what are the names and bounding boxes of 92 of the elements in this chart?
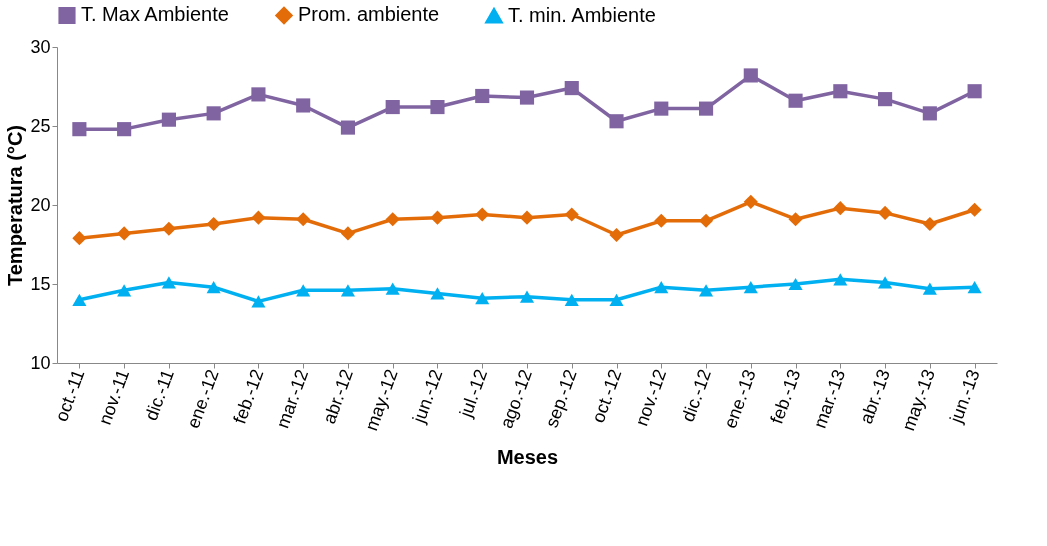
point [743, 194, 758, 209]
x-tick-label: nov.-11 [94, 366, 134, 428]
x-tick-label: jul.-12 [455, 366, 492, 421]
point [117, 226, 132, 241]
x-tick-label: dic.-11 [141, 366, 178, 424]
point [698, 284, 714, 297]
point [922, 282, 937, 295]
y-axis-title: Temperatura (°C) [4, 125, 27, 286]
x-tick-label: feb.-13 [766, 366, 805, 427]
x-tick-label: sep.-12 [541, 366, 581, 430]
point [296, 212, 311, 227]
point [117, 122, 132, 137]
point [788, 277, 803, 291]
point [206, 106, 221, 121]
point [475, 207, 490, 222]
x-tick-label: may.-12 [361, 366, 402, 434]
point [878, 276, 893, 289]
point [296, 284, 311, 297]
point [698, 213, 714, 228]
point [340, 226, 356, 241]
point [788, 212, 803, 227]
x-tick-label: jun.-13 [945, 366, 984, 427]
point [519, 210, 535, 225]
x-tick-label: ene.-12 [182, 366, 223, 431]
point [564, 293, 579, 306]
point [967, 281, 982, 294]
x-tick-label: mar.-13 [809, 366, 850, 431]
point [385, 99, 400, 115]
point [878, 92, 893, 107]
point [385, 282, 400, 295]
point [833, 201, 848, 216]
x-tick-label: may.-13 [898, 366, 939, 434]
point [967, 202, 982, 217]
point [967, 84, 982, 99]
point [72, 122, 87, 137]
point [251, 295, 266, 308]
point [609, 227, 624, 243]
point [161, 276, 176, 289]
x-tick-label: ago.-12 [496, 366, 536, 431]
point [788, 93, 803, 108]
point [340, 120, 356, 135]
point [430, 287, 445, 300]
x-tick-label: oct.-12 [587, 366, 626, 426]
y-tick-label: 20 [30, 194, 51, 215]
y-tick-label: 15 [30, 273, 51, 294]
y-tick-label: 30 [30, 36, 51, 57]
point [654, 213, 669, 228]
point [833, 84, 848, 99]
point [161, 221, 176, 236]
x-tick-label: oct.-11 [51, 366, 89, 425]
point [430, 99, 445, 115]
point [385, 212, 400, 227]
point [654, 281, 669, 294]
point [922, 216, 937, 232]
point [117, 284, 132, 297]
point [340, 284, 356, 297]
point [743, 281, 758, 294]
x-tick-label: nov.-12 [631, 366, 671, 429]
y-tick-label: 25 [30, 115, 51, 136]
point [251, 210, 266, 225]
point [475, 88, 490, 104]
point [72, 293, 87, 306]
point [475, 292, 490, 305]
point [72, 231, 87, 246]
point [698, 101, 714, 116]
point [430, 210, 445, 225]
x-tick-label: mar.-12 [272, 366, 313, 431]
point [654, 101, 669, 116]
x-tick-label: dic.-12 [677, 366, 715, 425]
x-tick-label: abr.-13 [856, 366, 895, 427]
point [251, 87, 266, 102]
x-tick-label: ene.-13 [720, 366, 760, 431]
legend-label: T. min. Ambiente [508, 3, 656, 26]
point [564, 207, 579, 222]
point [161, 112, 176, 127]
x-tick-label: abr.-12 [318, 366, 357, 427]
point [609, 293, 624, 306]
x-axis-title: Meses [496, 446, 559, 469]
point [743, 68, 758, 83]
point [878, 205, 893, 220]
point [519, 290, 535, 303]
point [296, 98, 311, 113]
point [833, 273, 848, 286]
point [206, 216, 221, 232]
point [922, 106, 937, 121]
point [206, 281, 221, 294]
point [609, 114, 624, 129]
point [519, 90, 535, 105]
legend-label: Prom. ambiente [298, 3, 440, 26]
legend-label: T. Max Ambiente [81, 3, 229, 26]
point [564, 81, 579, 96]
y-tick-label: 10 [30, 352, 51, 373]
